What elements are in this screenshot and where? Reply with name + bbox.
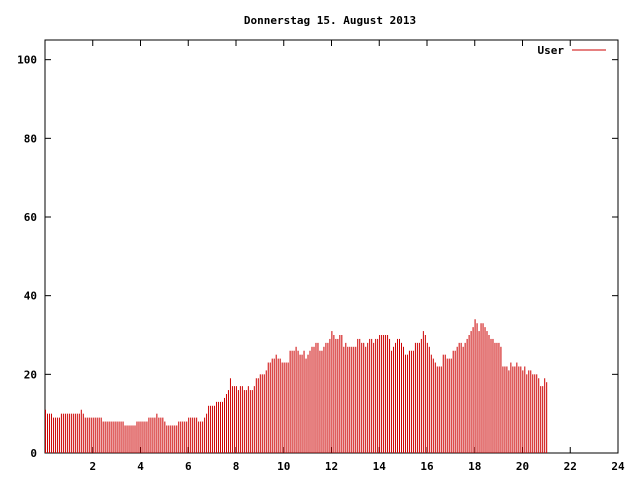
- y-tick-label: 60: [24, 211, 37, 224]
- x-tick-label: 14: [373, 460, 387, 473]
- chart-title: Donnerstag 15. August 2013: [244, 14, 416, 27]
- x-tick-label: 6: [185, 460, 192, 473]
- y-tick-label: 100: [17, 54, 37, 67]
- y-tick-label: 40: [24, 290, 37, 303]
- x-tick-label: 4: [137, 460, 144, 473]
- x-tick-label: 22: [564, 460, 577, 473]
- legend-label: User: [538, 44, 565, 57]
- x-tick-label: 12: [325, 460, 338, 473]
- x-tick-label: 10: [277, 460, 290, 473]
- x-tick-label: 8: [233, 460, 240, 473]
- x-tick-label: 2: [89, 460, 96, 473]
- x-tick-label: 20: [516, 460, 529, 473]
- y-tick-label: 80: [24, 132, 37, 145]
- y-tick-label: 0: [30, 447, 37, 460]
- y-tick-label: 20: [24, 368, 37, 381]
- x-tick-label: 18: [468, 460, 481, 473]
- x-tick-label: 24: [611, 460, 625, 473]
- x-tick-label: 16: [420, 460, 434, 473]
